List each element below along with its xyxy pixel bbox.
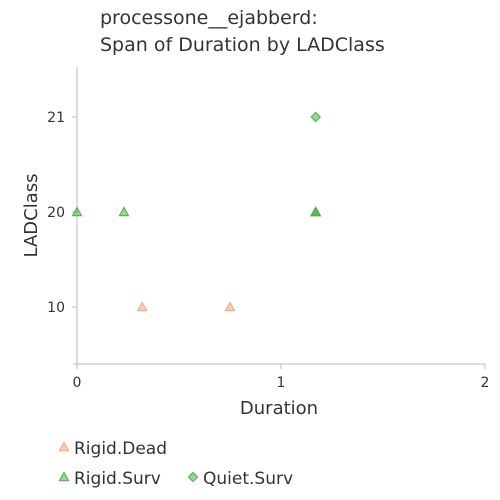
x-axis-label: Duration <box>240 398 318 419</box>
legend-label: Rigid.Dead <box>74 439 167 459</box>
data-point-rigid-surv <box>118 206 130 217</box>
y-tick-label: 20 <box>47 205 65 221</box>
y-tick-label: 21 <box>47 110 65 126</box>
legend-marker <box>187 471 199 483</box>
x-tick-label: 1 <box>277 375 286 391</box>
legend-marker <box>58 441 70 452</box>
legend-marker <box>58 471 70 482</box>
legend-label: Rigid.Surv <box>74 469 161 489</box>
data-point-rigid-surv <box>310 206 322 217</box>
chart-title-line: Span of Duration by LADClass <box>100 34 385 56</box>
data-point-rigid-dead <box>136 301 148 312</box>
legend: Rigid.Dead Rigid.Surv Quiet.Surv <box>58 439 293 489</box>
data-point-rigid-surv <box>71 206 83 217</box>
axes: 0 1 2 10 20 21 Duration LADClass <box>21 67 489 419</box>
x-tick-label: 0 <box>73 375 82 391</box>
y-tick-label: 10 <box>47 300 65 316</box>
data-point-rigid-dead <box>224 301 236 312</box>
chart-title: processone__ejabberd: Span of Duration by… <box>100 7 385 56</box>
chart-title-line: processone__ejabberd: <box>100 7 318 29</box>
y-axis-label: LADClass <box>21 174 42 258</box>
data-point-quiet-surv <box>310 111 322 123</box>
legend-label: Quiet.Surv <box>203 469 293 489</box>
x-tick-label: 2 <box>481 375 490 391</box>
data-points <box>71 111 322 312</box>
